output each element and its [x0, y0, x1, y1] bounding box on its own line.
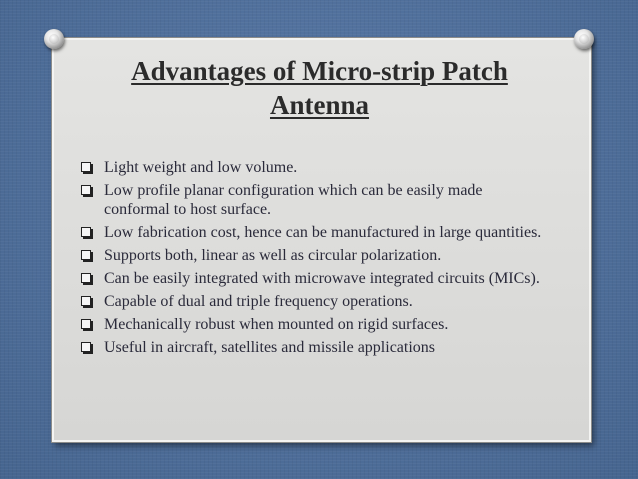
- bullet-item: Can be easily integrated with microwave …: [78, 269, 548, 288]
- bullet-item: Supports both, linear as well as circula…: [78, 246, 548, 265]
- square-bullet-icon: [81, 342, 91, 352]
- bullet-text: Low fabrication cost, hence can be manuf…: [104, 224, 541, 241]
- square-bullet-icon: [81, 273, 91, 283]
- slide-title-line-2: Antenna: [270, 90, 369, 120]
- bullet-text: Supports both, linear as well as circula…: [104, 247, 441, 264]
- square-bullet-icon: [81, 296, 91, 306]
- bullet-text: Light weight and low volume.: [104, 159, 297, 176]
- bullet-item: Light weight and low volume.: [78, 158, 548, 177]
- bullet-item: Useful in aircraft, satellites and missi…: [78, 338, 548, 357]
- pushpin-icon: [574, 29, 594, 49]
- bullet-item: Low profile planar configuration which c…: [78, 181, 548, 219]
- square-bullet-icon: [81, 185, 91, 195]
- square-bullet-icon: [81, 250, 91, 260]
- square-bullet-icon: [81, 162, 91, 172]
- bullet-text: Capable of dual and triple frequency ope…: [104, 293, 413, 310]
- square-bullet-icon: [81, 319, 91, 329]
- slide-title: Advantages of Micro-strip Patch Antenna: [52, 54, 587, 122]
- bullet-item: Low fabrication cost, hence can be manuf…: [78, 223, 548, 242]
- pushpin-icon: [44, 29, 64, 49]
- bullet-item: Capable of dual and triple frequency ope…: [78, 292, 548, 311]
- bullet-text: Useful in aircraft, satellites and missi…: [104, 339, 435, 356]
- bullet-text: Low profile planar configuration which c…: [104, 182, 483, 218]
- bullet-text: Mechanically robust when mounted on rigi…: [104, 316, 448, 333]
- square-bullet-icon: [81, 227, 91, 237]
- bullet-item: Mechanically robust when mounted on rigi…: [78, 315, 548, 334]
- slide-title-line-1: Advantages of Micro-strip Patch: [131, 56, 508, 86]
- bullet-list: Light weight and low volume. Low profile…: [78, 158, 548, 361]
- bullet-text: Can be easily integrated with microwave …: [104, 270, 540, 287]
